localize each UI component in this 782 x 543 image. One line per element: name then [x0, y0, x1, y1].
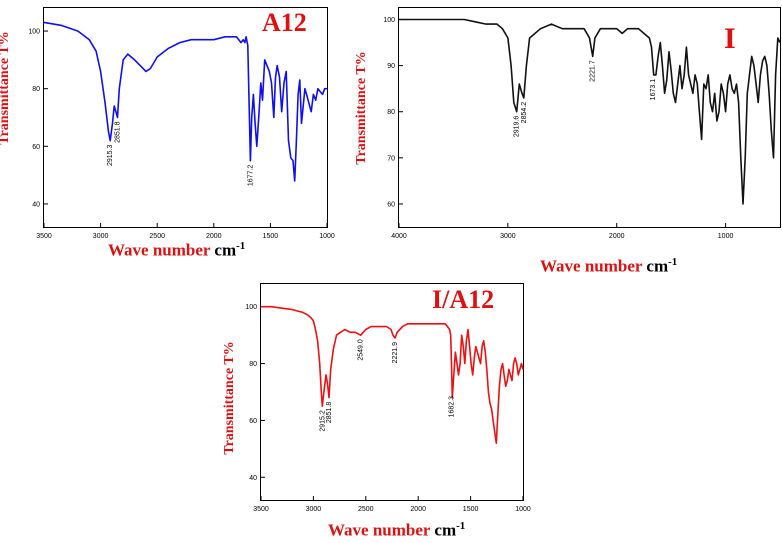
chart-i-peak-label: 2919.6	[514, 116, 521, 138]
chart-i-ytick-label: 90	[387, 63, 395, 70]
chart-ia12-peak-label: 2851.8	[326, 402, 333, 424]
chart-a12-xtick-label: 1000	[319, 233, 335, 240]
chart-ia12-peak-label: 2549.0	[358, 339, 365, 361]
chart-ia12-peak-label: 2221.9	[392, 342, 399, 364]
chart-i-ytick-label: 70	[387, 155, 395, 162]
chart-ia12-peak-label: 1682.3	[449, 396, 456, 418]
chart-i-spectrum-line	[399, 18, 781, 205]
chart-a12-ytick-label: 80	[32, 86, 40, 93]
chart-ia12-ytick-label: 60	[249, 418, 257, 425]
chart-ia12-ytick-label: 100	[245, 304, 257, 311]
chart-i-ytick-label: 80	[387, 109, 395, 116]
chart-ia12-ytick-label: 80	[249, 361, 257, 368]
chart-ia12-xtick-label: 2000	[410, 506, 426, 513]
chart-ia12-ylabel: Transmittance T%	[222, 341, 237, 455]
chart-a12-ylabel: Transmittance T%	[0, 31, 12, 145]
chart-ia12-tag: I/A12	[432, 285, 495, 314]
chart-a12-spectrum-line	[43, 21, 327, 182]
chart-a12-xlabel-word: Wave number	[108, 240, 211, 260]
chart-i-xlabel-exp: -1	[668, 256, 678, 268]
chart-a12-tag: A12	[262, 8, 307, 37]
chart-a12-xlabel: Wave number cm-1	[108, 240, 245, 261]
chart-a12-ytick-label: 60	[32, 144, 40, 151]
chart-a12-peak-label: 2851.8	[115, 121, 122, 143]
chart-i-xtick-label: 2000	[609, 233, 625, 240]
chart-a12-frame: 3500 3000 2500 2000 1500 1000 40 60 80 100 2915.3 2…	[28, 7, 335, 240]
chart-a12-ytick-label: 40	[32, 201, 40, 208]
chart-ia12-frame: 3500 3000 2500 2000 1500 1000 40 60 80 100 2915.2 2…	[245, 283, 531, 513]
chart-ia12-xtick-label: 3000	[306, 506, 322, 513]
chart-a12-peak-label: 2915.3	[107, 145, 114, 167]
chart-ia12-xtick-label: 1000	[515, 506, 531, 513]
chart-a12-xtick-label: 2000	[206, 233, 222, 240]
chart-ia12-xlabel-word: Wave number	[328, 520, 431, 540]
chart-i-xtick-label: 1000	[718, 233, 734, 240]
chart-i-xlabel: Wave number cm-1	[540, 256, 677, 277]
chart-ia12-xtick-label: 1500	[463, 506, 479, 513]
chart-a12-xtick-label: 3000	[93, 233, 109, 240]
chart-ia12-spectrum-line	[261, 305, 524, 444]
chart-ia12-ytick-label: 40	[249, 475, 257, 482]
chart-i-peak-label: 1673.1	[650, 79, 657, 101]
chart-a12-xlabel-exp: -1	[236, 240, 246, 252]
chart-ia12-xlabel: Wave number cm-1	[328, 520, 465, 541]
chart-i-peak-label: 2221.7	[590, 60, 597, 82]
chart-ia12-xlabel-unit: cm	[434, 520, 457, 540]
chart-a12-xlabel-unit: cm	[214, 240, 237, 260]
chart-i-xlabel-unit: cm	[646, 256, 669, 276]
chart-i-ytick-label: 60	[387, 201, 395, 208]
chart-a12-xtick-label: 2500	[149, 233, 165, 240]
chart-i-xtick-label: 3000	[500, 233, 516, 240]
chart-a12-xtick-label: 1500	[263, 233, 279, 240]
chart-i-peak-label: 2854.2	[521, 102, 528, 124]
chart-ia12-xtick-label: 2500	[358, 506, 374, 513]
chart-i-frame: 4000 3000 2000 1000 60 70 80 90 100 2919.6 2854.2 2…	[383, 7, 781, 240]
chart-i-ylabel: Transmittance T%	[354, 51, 369, 165]
chart-i-tag: I	[724, 22, 736, 55]
chart-a12-plot: 3500 3000 2500 2000 1500 1000 40 60 80 100 2915.32…	[28, 21, 335, 240]
chart-a12-ytick-label: 100	[28, 29, 40, 36]
chart-i-xlabel-word: Wave number	[540, 256, 643, 276]
chart-i-ytick-label: 100	[383, 17, 395, 24]
chart-ia12-xtick-label: 3500	[253, 506, 269, 513]
chart-ia12-peak-label: 2915.2	[319, 410, 326, 432]
chart-a12-peak-label: 1677.2	[247, 165, 254, 187]
chart-i-xtick-label: 4000	[391, 233, 407, 240]
chart-ia12-xlabel-exp: -1	[456, 520, 466, 532]
chart-a12-xtick-label: 3500	[36, 233, 52, 240]
